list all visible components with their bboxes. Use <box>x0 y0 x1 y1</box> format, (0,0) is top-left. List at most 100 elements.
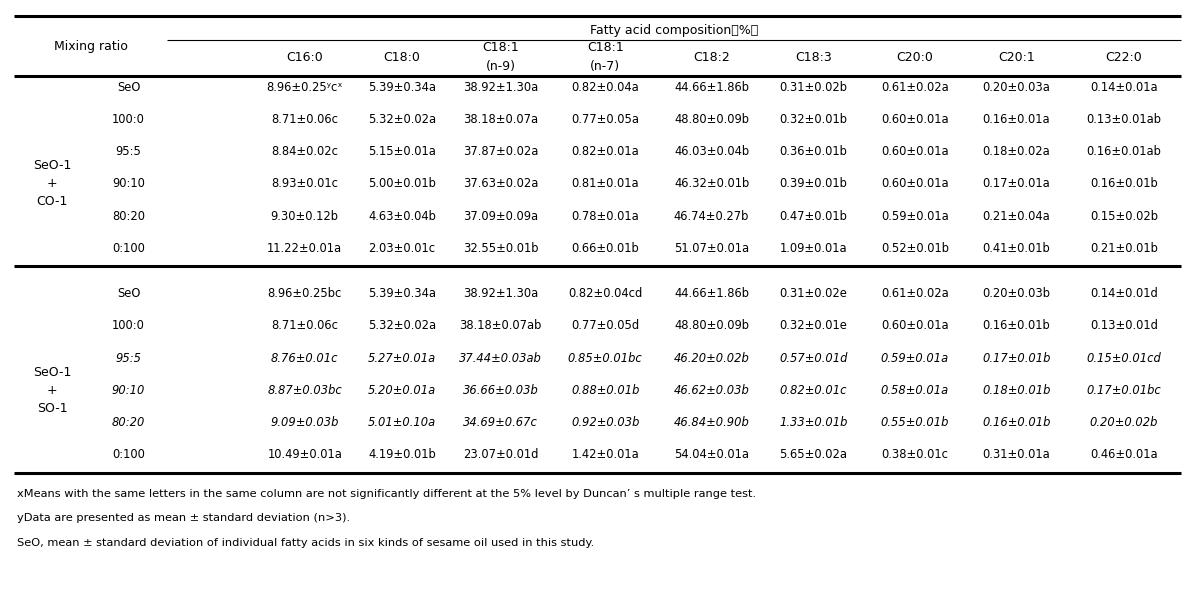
Text: C16:0: C16:0 <box>287 51 323 64</box>
Text: Fatty acid composition（%）: Fatty acid composition（%） <box>590 23 758 37</box>
Text: 1.33±0.01b: 1.33±0.01b <box>779 416 847 429</box>
Text: 0.82±0.04cd: 0.82±0.04cd <box>568 287 643 300</box>
Text: 90:10: 90:10 <box>112 384 145 397</box>
Text: 37.44±0.03ab: 37.44±0.03ab <box>459 352 543 365</box>
Text: 8.84±0.02c: 8.84±0.02c <box>271 145 338 158</box>
Text: 0.60±0.01a: 0.60±0.01a <box>881 113 949 126</box>
Text: 8.87±0.03bc: 8.87±0.03bc <box>268 384 342 397</box>
Text: 5.20±0.01a: 5.20±0.01a <box>368 384 436 397</box>
Text: (n-7): (n-7) <box>590 60 620 73</box>
Text: 0.20±0.02b: 0.20±0.02b <box>1090 416 1158 429</box>
Text: 0.82±0.01c: 0.82±0.01c <box>779 384 847 397</box>
Text: 0.59±0.01a: 0.59±0.01a <box>881 352 949 365</box>
Text: C18:0: C18:0 <box>384 51 421 64</box>
Text: 0.31±0.02e: 0.31±0.02e <box>779 287 847 300</box>
Text: xMeans with the same letters in the same column are not significantly different : xMeans with the same letters in the same… <box>17 489 756 500</box>
Text: 0.17±0.01a: 0.17±0.01a <box>982 178 1050 190</box>
Text: 0.39±0.01b: 0.39±0.01b <box>779 178 847 190</box>
Text: 0.61±0.02a: 0.61±0.02a <box>881 287 949 300</box>
Text: 0.46±0.01a: 0.46±0.01a <box>1090 448 1158 461</box>
Text: 46.03±0.04b: 46.03±0.04b <box>674 145 749 158</box>
Text: 38.92±1.30a: 38.92±1.30a <box>464 81 538 94</box>
Text: 46.62±0.03b: 46.62±0.03b <box>674 384 749 397</box>
Text: 0.81±0.01a: 0.81±0.01a <box>571 178 639 190</box>
Text: 8.71±0.06c: 8.71±0.06c <box>271 113 338 126</box>
Text: 5.15±0.01a: 5.15±0.01a <box>368 145 436 158</box>
Text: yData are presented as mean ± standard deviation (n>3).: yData are presented as mean ± standard d… <box>17 514 350 524</box>
Text: 0.17±0.01b: 0.17±0.01b <box>982 352 1050 365</box>
Text: Mixing ratio: Mixing ratio <box>54 40 128 52</box>
Text: 8.71±0.06c: 8.71±0.06c <box>271 320 338 332</box>
Text: 2.03±0.01c: 2.03±0.01c <box>368 242 436 255</box>
Text: 32.55±0.01b: 32.55±0.01b <box>462 242 539 255</box>
Text: 0.20±0.03b: 0.20±0.03b <box>982 287 1050 300</box>
Text: 8.93±0.01c: 8.93±0.01c <box>271 178 338 190</box>
Text: 0:100: 0:100 <box>112 448 145 461</box>
Text: 54.04±0.01a: 54.04±0.01a <box>674 448 749 461</box>
Text: 100:0: 100:0 <box>112 113 145 126</box>
Text: 0.60±0.01a: 0.60±0.01a <box>881 178 949 190</box>
Text: C18:2: C18:2 <box>693 51 730 64</box>
Text: 46.84±0.90b: 46.84±0.90b <box>674 416 749 429</box>
Text: 38.18±0.07a: 38.18±0.07a <box>464 113 538 126</box>
Text: 80:20: 80:20 <box>112 416 145 429</box>
Text: 0.82±0.01a: 0.82±0.01a <box>571 145 639 158</box>
Text: C18:1: C18:1 <box>587 41 624 54</box>
Text: C18:3: C18:3 <box>795 51 832 64</box>
Text: 0.16±0.01b: 0.16±0.01b <box>1090 178 1158 190</box>
Text: 0:100: 0:100 <box>112 242 145 255</box>
Text: 0.78±0.01a: 0.78±0.01a <box>571 209 639 223</box>
Text: 0.21±0.01b: 0.21±0.01b <box>1090 242 1158 255</box>
Text: 0.60±0.01a: 0.60±0.01a <box>881 145 949 158</box>
Text: 44.66±1.86b: 44.66±1.86b <box>674 287 749 300</box>
Text: 11.22±0.01a: 11.22±0.01a <box>268 242 342 255</box>
Text: 0.77±0.05d: 0.77±0.05d <box>571 320 639 332</box>
Text: 95:5: 95:5 <box>116 145 141 158</box>
Text: 0.15±0.02b: 0.15±0.02b <box>1090 209 1158 223</box>
Text: 51.07±0.01a: 51.07±0.01a <box>674 242 749 255</box>
Text: 9.09±0.03b: 9.09±0.03b <box>270 416 339 429</box>
Text: 37.63±0.02a: 37.63±0.02a <box>462 178 539 190</box>
Text: C20:0: C20:0 <box>896 51 933 64</box>
Text: 37.09±0.09a: 37.09±0.09a <box>464 209 538 223</box>
Text: 0.18±0.02a: 0.18±0.02a <box>982 145 1050 158</box>
Text: 8.96±0.25bc: 8.96±0.25bc <box>268 287 342 300</box>
Text: SeO, mean ± standard deviation of individual fatty acids in six kinds of sesame : SeO, mean ± standard deviation of indivi… <box>17 538 594 548</box>
Text: 5.32±0.02a: 5.32±0.02a <box>368 320 436 332</box>
Text: 0.21±0.04a: 0.21±0.04a <box>982 209 1050 223</box>
Text: 0.18±0.01b: 0.18±0.01b <box>982 384 1050 397</box>
Text: 8.96±0.25ʸcˣ: 8.96±0.25ʸcˣ <box>266 81 343 94</box>
Text: 0.36±0.01b: 0.36±0.01b <box>779 145 847 158</box>
Text: C22:0: C22:0 <box>1105 51 1142 64</box>
Text: 0.20±0.03a: 0.20±0.03a <box>982 81 1050 94</box>
Text: 0.32±0.01b: 0.32±0.01b <box>779 113 847 126</box>
Text: 0.88±0.01b: 0.88±0.01b <box>571 384 639 397</box>
Text: 0.16±0.01a: 0.16±0.01a <box>982 113 1050 126</box>
Text: 0.31±0.02b: 0.31±0.02b <box>779 81 847 94</box>
Text: 0.41±0.01b: 0.41±0.01b <box>982 242 1050 255</box>
Text: 5.65±0.02a: 5.65±0.02a <box>779 448 847 461</box>
Text: 34.69±0.67c: 34.69±0.67c <box>464 416 538 429</box>
Text: 5.00±0.01b: 5.00±0.01b <box>368 178 436 190</box>
Text: 0.32±0.01e: 0.32±0.01e <box>779 320 847 332</box>
Text: 0.57±0.01d: 0.57±0.01d <box>779 352 847 365</box>
Text: 0.82±0.04a: 0.82±0.04a <box>571 81 639 94</box>
Text: 38.92±1.30a: 38.92±1.30a <box>464 287 538 300</box>
Text: 48.80±0.09b: 48.80±0.09b <box>674 320 749 332</box>
Text: 90:10: 90:10 <box>112 178 145 190</box>
Text: 4.19±0.01b: 4.19±0.01b <box>368 448 436 461</box>
Text: 5.32±0.02a: 5.32±0.02a <box>368 113 436 126</box>
Text: 0.13±0.01d: 0.13±0.01d <box>1090 320 1158 332</box>
Text: 38.18±0.07ab: 38.18±0.07ab <box>460 320 541 332</box>
Text: SeO-1
+
CO-1: SeO-1 + CO-1 <box>32 160 72 208</box>
Text: 0.14±0.01d: 0.14±0.01d <box>1090 287 1158 300</box>
Text: SeO-1
+
SO-1: SeO-1 + SO-1 <box>32 366 72 415</box>
Text: 0.52±0.01b: 0.52±0.01b <box>881 242 949 255</box>
Text: 0.85±0.01bc: 0.85±0.01bc <box>568 352 643 365</box>
Text: 1.42±0.01a: 1.42±0.01a <box>571 448 639 461</box>
Text: C18:1: C18:1 <box>483 41 519 54</box>
Text: 48.80±0.09b: 48.80±0.09b <box>674 113 749 126</box>
Text: 37.87±0.02a: 37.87±0.02a <box>462 145 539 158</box>
Text: 1.09±0.01a: 1.09±0.01a <box>779 242 847 255</box>
Text: 0.38±0.01c: 0.38±0.01c <box>881 448 949 461</box>
